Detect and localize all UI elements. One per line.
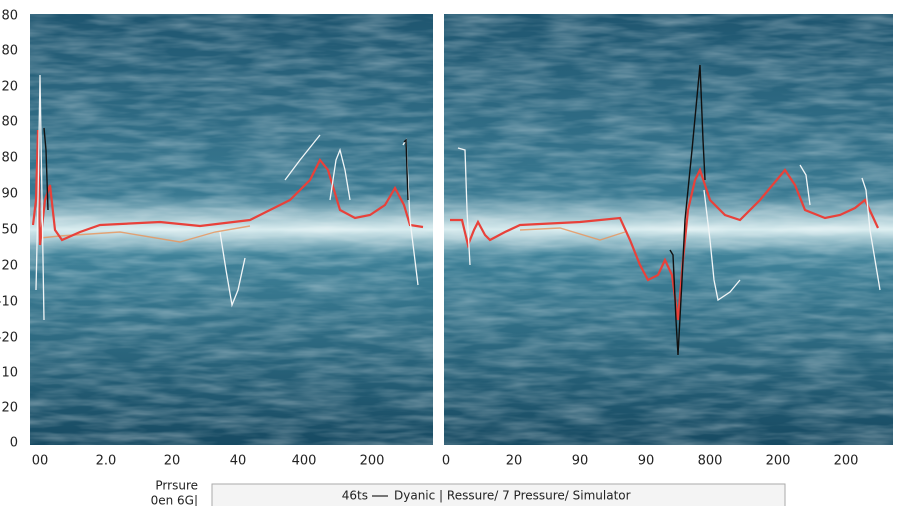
y-tick-label: 90: [1, 187, 18, 202]
x-tick-label: 40: [230, 454, 247, 469]
y-tick-label: 10: [1, 366, 18, 381]
x-tick-label: 90: [572, 454, 589, 469]
caption-line: Prrsure: [155, 479, 198, 493]
y-tick-label: 80: [1, 44, 18, 59]
y-tick-label: -20: [0, 331, 18, 346]
x-axis-left: 00 2.0 20 40 400 200: [32, 454, 385, 469]
x-tick-label: 20: [164, 454, 181, 469]
legend-label: 46ts: [342, 489, 368, 503]
x-tick-label: 800: [698, 454, 723, 469]
x-tick-label: 2.0: [96, 454, 117, 469]
y-tick-label: 20: [1, 80, 18, 95]
y-tick-label: 80: [1, 151, 18, 166]
x-tick-label: 400: [292, 454, 317, 469]
x-tick-label: 200: [834, 454, 859, 469]
panel-right: [444, 14, 893, 445]
panel-left: [30, 14, 433, 445]
x-tick-label: 0: [442, 454, 450, 469]
x-tick-label: 200: [766, 454, 791, 469]
y-tick-label: 50: [1, 223, 18, 238]
x-tick-label: 90: [638, 454, 655, 469]
legend: 46ts Dyanic | Ressure/ 7 Pressure/ Simul…: [211, 483, 786, 506]
x-tick-label: 20: [506, 454, 523, 469]
x-tick-label: 200: [360, 454, 385, 469]
caption-line: 0en 6G|: [151, 494, 198, 506]
y-tick-label: 80: [1, 115, 18, 130]
y-axis: 80 80 20 80 80 90 50 20 -10 -20 10 20 0: [0, 9, 18, 451]
y-tick-label: 20: [1, 259, 18, 274]
legend-text: Dyanic | Ressure/ 7 Pressure/ Simulator: [394, 489, 631, 503]
y-tick-label: -10: [0, 295, 18, 310]
x-tick-label: 00: [32, 454, 49, 469]
caption: Prrsure 0en 6G|: [151, 479, 198, 506]
x-axis-right: 0 20 90 90 800 200 200: [442, 454, 859, 469]
y-tick-label: 0: [10, 436, 18, 451]
y-tick-label: 20: [1, 401, 18, 416]
y-tick-label: 80: [1, 9, 18, 24]
